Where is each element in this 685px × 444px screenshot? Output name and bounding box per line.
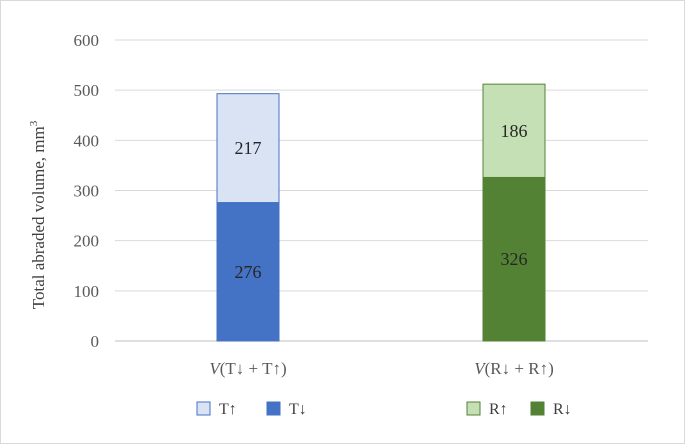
- bar-segment: [482, 83, 546, 178]
- y-axis-label-superscript: 3: [28, 120, 40, 126]
- legend-label: T↓: [289, 401, 307, 418]
- x-category-label: V(T↓ + T↑): [209, 359, 286, 378]
- y-tick-label: 600: [74, 31, 100, 50]
- legend-label: R↑: [489, 401, 508, 418]
- data-label: 186: [501, 121, 528, 141]
- legend-swatch: [530, 401, 545, 416]
- data-label: 326: [501, 249, 528, 269]
- x-axis-categories: V(T↓ + T↑) V(R↓ + R↑): [209, 359, 553, 378]
- bar-segment: [216, 202, 280, 342]
- bar-segment: [482, 176, 546, 342]
- x-category-text: (R↓ + R↑): [485, 359, 554, 378]
- y-tick-label: 200: [74, 232, 100, 251]
- legend-label: T↑: [219, 401, 237, 418]
- y-tick-label: 100: [74, 282, 100, 301]
- x-category-text: (T↓ + T↑): [220, 359, 287, 378]
- y-tick-label: 300: [74, 182, 100, 201]
- y-axis-ticks: 0 100 200 300 400 500 600: [74, 31, 100, 351]
- bar-segment: [216, 93, 280, 204]
- data-label: 276: [235, 262, 262, 282]
- x-category-label: V(R↓ + R↑): [474, 359, 553, 378]
- y-tick-label: 500: [74, 81, 100, 100]
- x-category-prefix: V: [209, 359, 222, 378]
- x-category-prefix: V: [474, 359, 487, 378]
- gridlines: [115, 39, 648, 342]
- y-axis-label: Total abraded volume, mm3: [28, 120, 48, 309]
- legend-swatch: [466, 401, 481, 416]
- legend-swatch: [196, 401, 211, 416]
- data-label: 217: [235, 138, 262, 158]
- legend-label: R↓: [553, 401, 572, 418]
- y-tick-label: 400: [74, 131, 100, 150]
- legend-swatch: [266, 401, 281, 416]
- bars: 276 217 326 186: [216, 83, 546, 342]
- y-tick-label: 0: [91, 332, 100, 351]
- legend: T↑ T↓ R↑ R↓: [196, 401, 572, 418]
